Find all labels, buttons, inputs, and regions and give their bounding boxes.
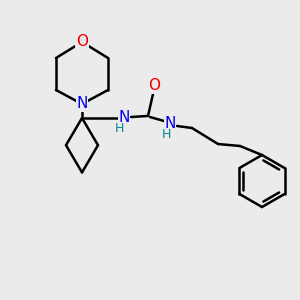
Text: H: H bbox=[114, 122, 124, 136]
Text: O: O bbox=[76, 34, 88, 50]
Text: N: N bbox=[164, 116, 176, 131]
Text: H: H bbox=[161, 128, 171, 142]
Text: O: O bbox=[148, 79, 160, 94]
Text: N: N bbox=[76, 97, 88, 112]
Text: N: N bbox=[118, 110, 130, 125]
